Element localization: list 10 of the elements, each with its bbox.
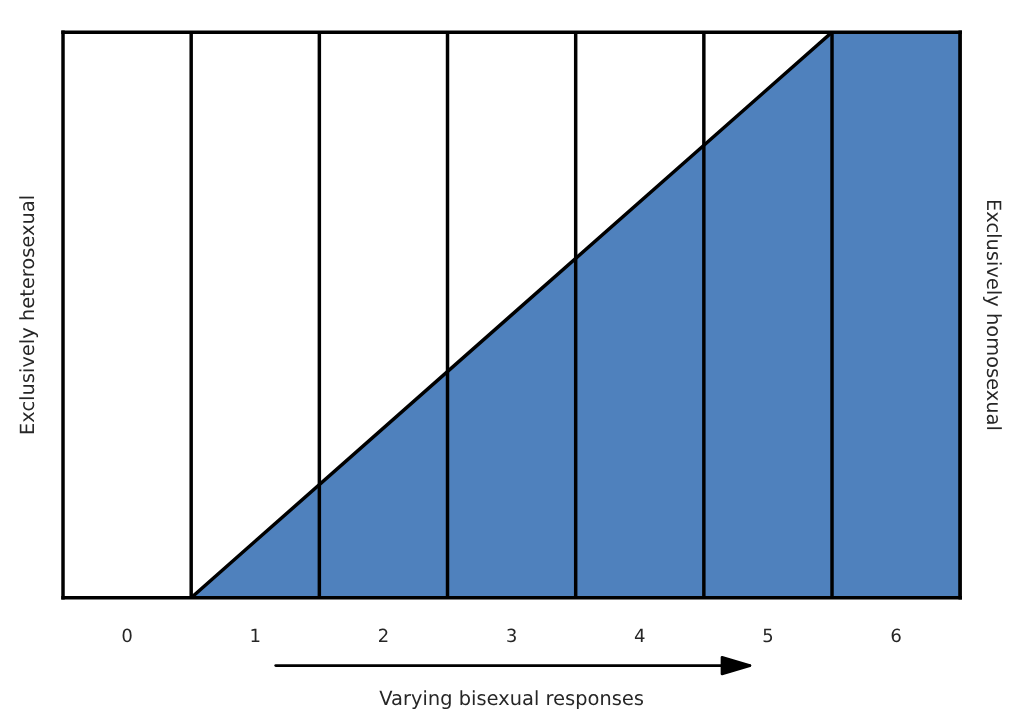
x-tick-label: 6 (891, 628, 901, 643)
x-tick-label: 4 (634, 628, 645, 643)
x-tick-label: 0 (122, 628, 132, 643)
x-tick-label: 3 (507, 628, 516, 643)
x-tick-label: 1 (251, 628, 260, 643)
x-tick-label: 2 (379, 628, 388, 643)
x-tick-label: 5 (763, 628, 773, 643)
x-axis-title: Varying bisexual responses (379, 690, 644, 710)
y-axis-title: Exclusively heterosexual (19, 196, 39, 434)
y2-axis-title: Exclusively homosexual (983, 200, 1002, 430)
